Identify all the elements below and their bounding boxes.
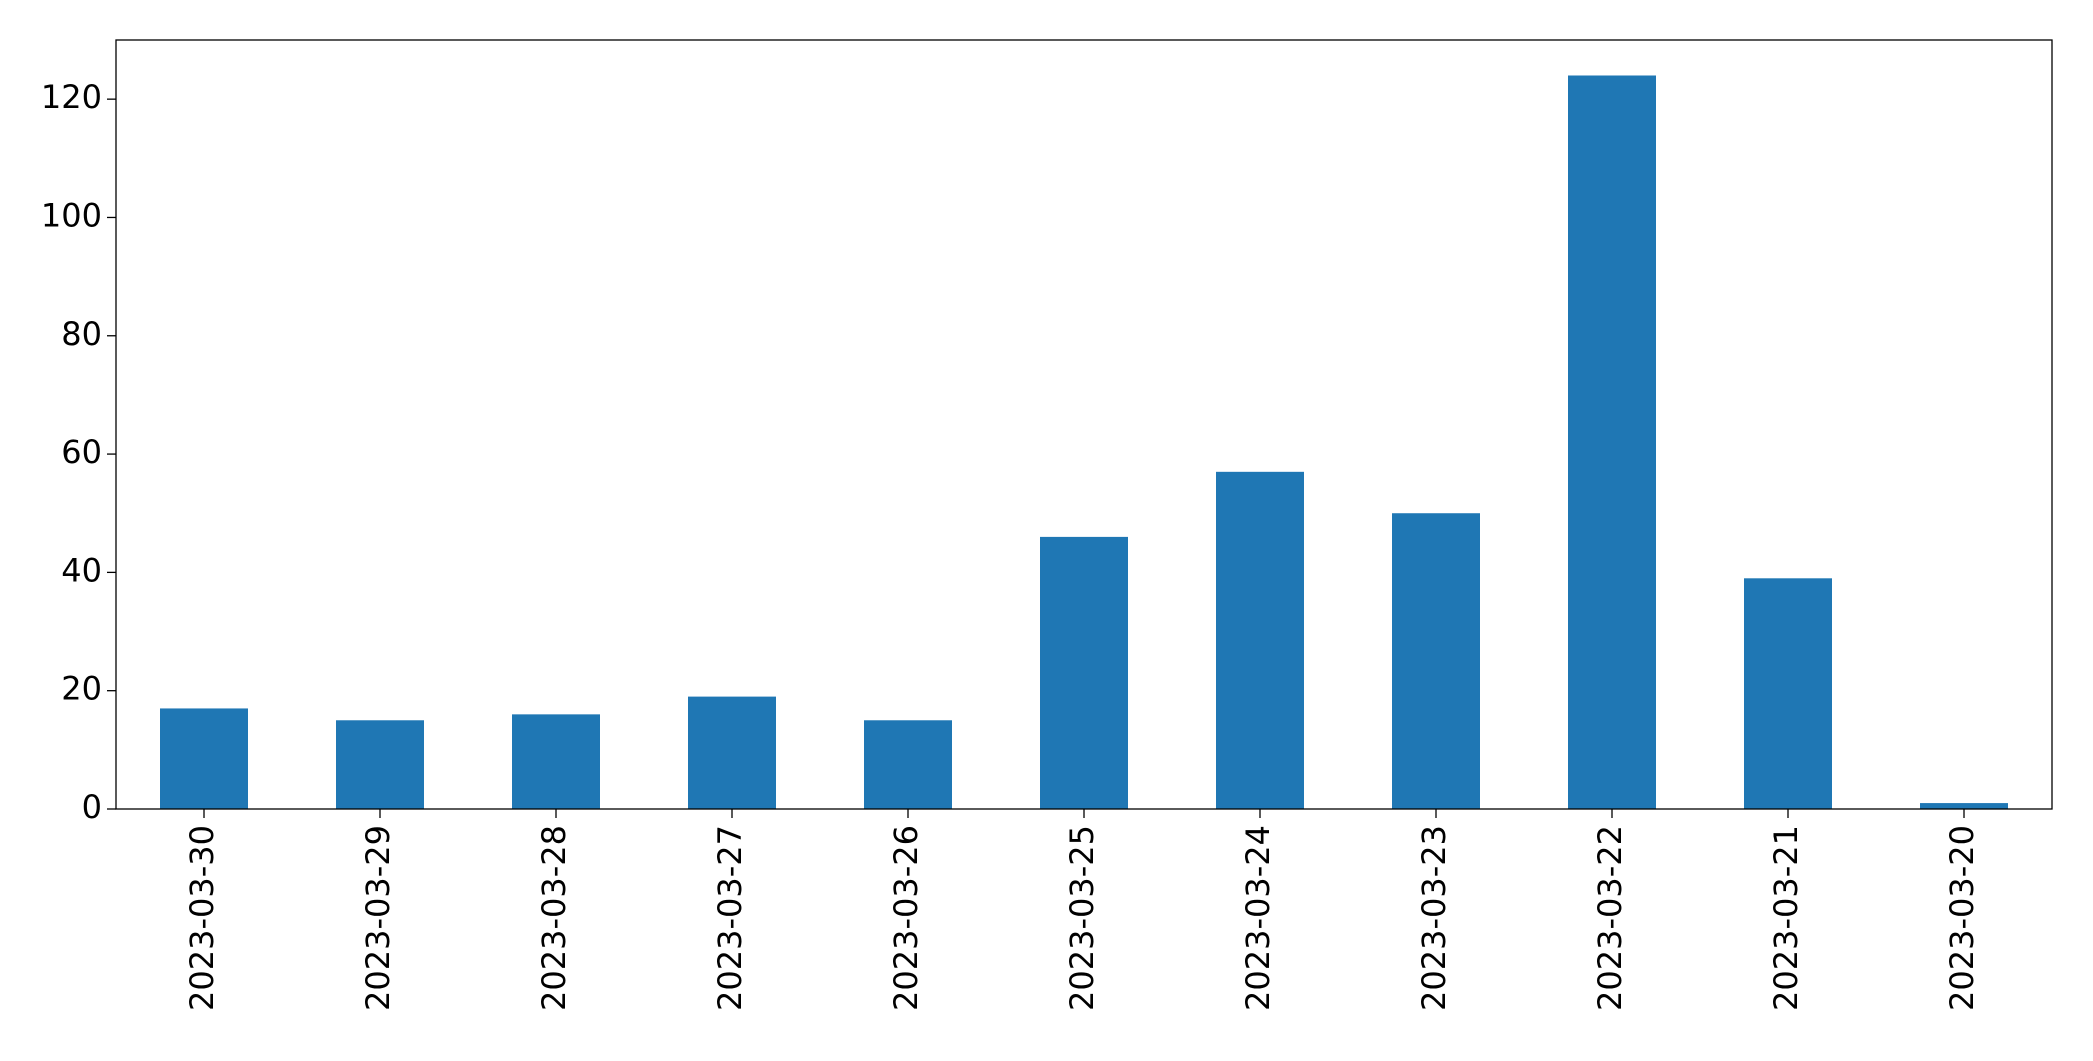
bar [1568,75,1656,809]
axes-frame [115,39,2053,810]
bar [1744,578,1832,809]
bar [864,720,952,809]
x-tick-label: 2023-03-23 [1415,825,1453,1011]
x-tick-label: 2023-03-30 [183,825,221,1011]
bar [336,720,424,809]
bar [160,708,248,809]
x-tick-label: 2023-03-24 [1239,825,1277,1011]
x-tick-label: 2023-03-21 [1767,825,1805,1011]
y-tick-label: 100 [41,196,102,234]
x-tick-label: 2023-03-20 [1943,825,1981,1011]
bar [1920,803,2008,809]
bar [1040,536,1128,809]
x-tick-label: 2023-03-26 [887,825,925,1011]
y-tick-label: 20 [61,670,102,708]
x-tick-label: 2023-03-28 [535,825,573,1011]
bar [688,696,776,809]
y-tick-label: 40 [61,551,102,589]
y-tick-label: 60 [61,433,102,471]
y-tick-label: 80 [61,315,102,353]
x-tick-label: 2023-03-22 [1591,825,1629,1011]
x-tick-label: 2023-03-25 [1063,825,1101,1011]
bar [1216,471,1304,809]
bar [1392,513,1480,809]
bar [512,714,600,809]
y-tick-label: 0 [82,788,102,826]
x-tick-label: 2023-03-27 [711,825,749,1011]
y-tick-label: 120 [41,78,102,116]
x-tick-label: 2023-03-29 [359,825,397,1011]
